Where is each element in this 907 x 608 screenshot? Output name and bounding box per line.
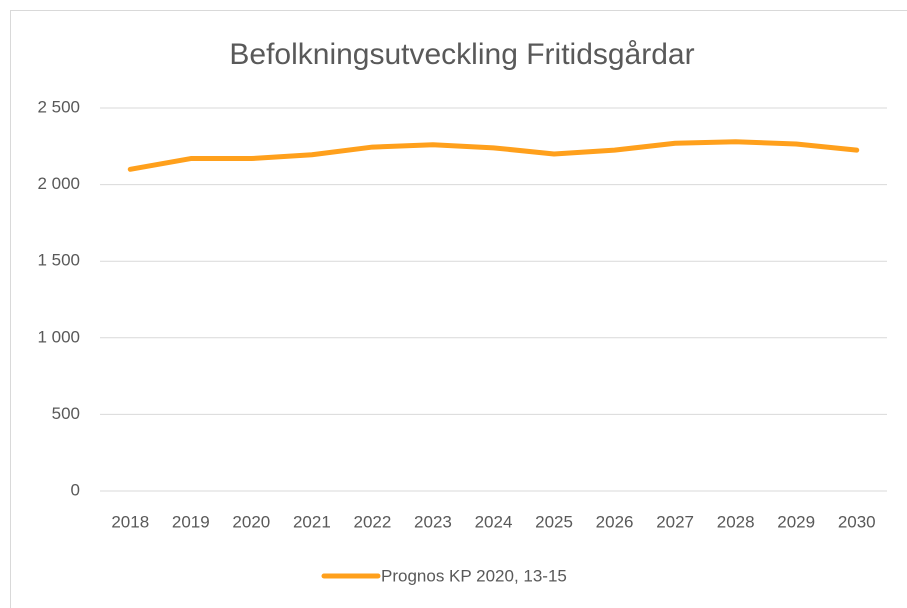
x-tick-label: 2021 (293, 512, 331, 531)
x-tick-label: 2027 (656, 512, 694, 531)
chart-border (10, 10, 907, 608)
x-tick-label: 2020 (232, 512, 270, 531)
x-tick-label: 2024 (475, 512, 513, 531)
x-tick-label: 2030 (838, 512, 876, 531)
y-tick-label: 2 500 (37, 97, 80, 116)
y-tick-label: 1 500 (37, 251, 80, 270)
x-tick-label: 2022 (354, 512, 392, 531)
y-tick-label: 2 000 (37, 174, 80, 193)
chart-title: Befolkningsutveckling Fritidsgårdar (229, 38, 694, 71)
y-tick-label: 0 (71, 480, 80, 499)
x-tick-label: 2018 (111, 512, 149, 531)
x-tick-label: 2026 (596, 512, 634, 531)
x-tick-label: 2029 (777, 512, 815, 531)
y-tick-label: 1 000 (37, 327, 80, 346)
x-tick-label: 2025 (535, 512, 573, 531)
legend-label: Prognos KP 2020, 13-15 (381, 566, 567, 585)
line-series (127, 139, 860, 172)
x-tick-label: 2019 (172, 512, 210, 531)
x-tick-label: 2023 (414, 512, 452, 531)
x-tick-label: 2028 (717, 512, 755, 531)
y-tick-label: 500 (52, 404, 80, 423)
